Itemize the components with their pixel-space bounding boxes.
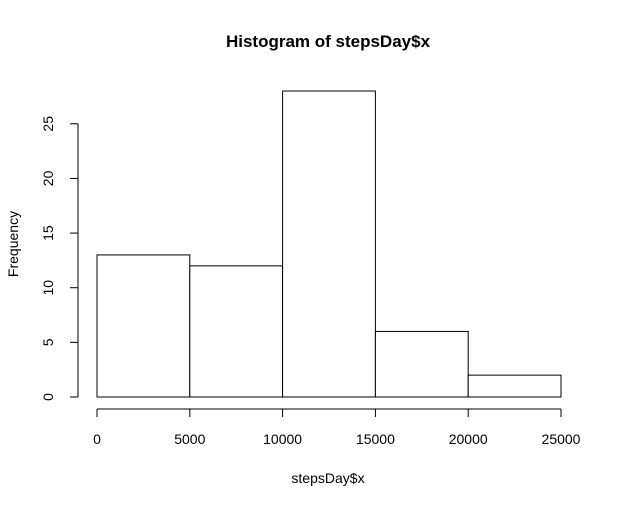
histogram-bar-1 <box>189 265 284 398</box>
x-tick-label-5: 25000 <box>542 431 581 447</box>
y-axis-label: Frequency <box>5 211 21 277</box>
x-tick-label-1: 5000 <box>174 431 205 447</box>
y-tick-label-5: 25 <box>40 116 56 132</box>
x-tick-label-3: 15000 <box>356 431 395 447</box>
x-axis: 0 5000 10000 15000 20000 25000 <box>93 408 581 447</box>
y-tick-label-2: 10 <box>40 280 56 296</box>
y-tick-label-4: 20 <box>40 170 56 186</box>
histogram-bar-4 <box>467 374 562 398</box>
chart-title: Histogram of stepsDay$x <box>226 32 431 51</box>
x-tick-label-2: 10000 <box>263 431 302 447</box>
histogram-bar-3 <box>374 330 469 398</box>
x-tick-label-4: 20000 <box>449 431 488 447</box>
x-tick-label-0: 0 <box>93 431 101 447</box>
histogram-bar-2 <box>282 90 376 398</box>
y-tick-label-3: 15 <box>40 225 56 241</box>
x-axis-label: stepsDay$x <box>291 470 364 486</box>
y-tick-label-1: 5 <box>40 338 56 346</box>
histogram-bar-0 <box>96 254 191 398</box>
bars-group <box>96 90 562 398</box>
y-axis: 0 5 10 15 20 25 <box>40 116 79 401</box>
y-tick-label-0: 0 <box>40 393 56 401</box>
